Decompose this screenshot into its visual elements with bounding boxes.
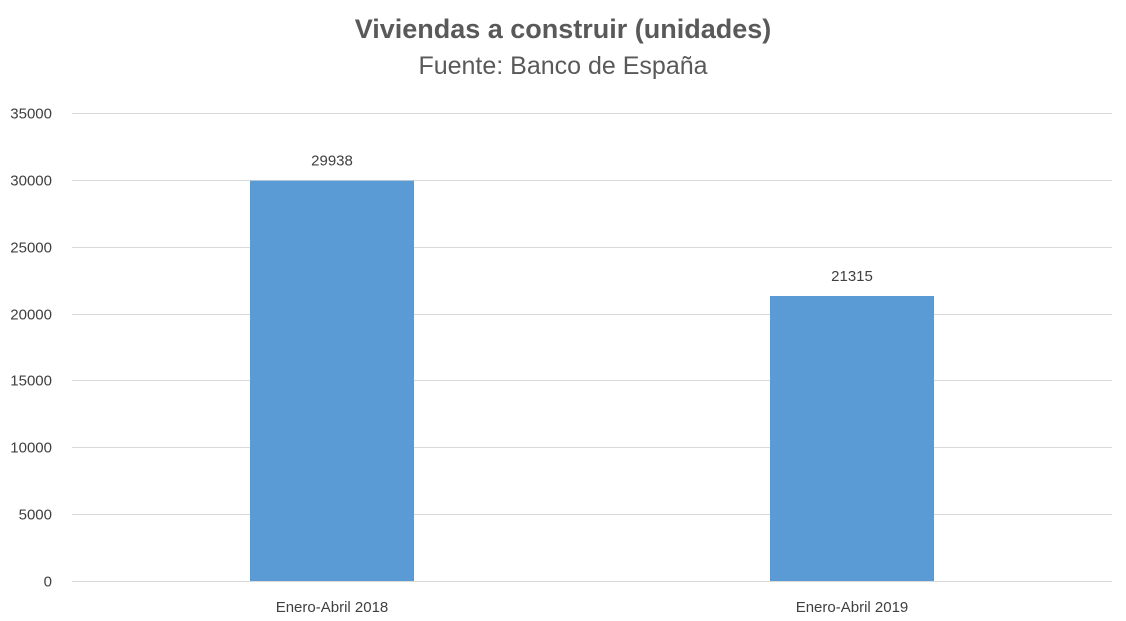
y-tick-label: 10000	[10, 440, 52, 457]
x-tick-label: Enero-Abril 2018	[276, 599, 389, 616]
x-tick-label: Enero-Abril 2019	[796, 599, 909, 616]
y-tick-label: 30000	[10, 173, 52, 190]
y-tick-label: 35000	[10, 106, 52, 123]
y-tick-label: 20000	[10, 307, 52, 324]
chart-subtitle: Fuente: Banco de España	[418, 52, 708, 80]
y-tick-label: 15000	[10, 373, 52, 390]
y-tick-label: 5000	[19, 507, 52, 524]
y-tick-label: 25000	[10, 240, 52, 257]
y-tick-label: 0	[44, 574, 52, 591]
bar	[250, 180, 414, 582]
data-label: 29938	[311, 153, 353, 170]
data-label: 21315	[831, 268, 873, 285]
chart-title: Viviendas a construir (unidades)	[354, 14, 772, 44]
bar	[770, 295, 934, 581]
